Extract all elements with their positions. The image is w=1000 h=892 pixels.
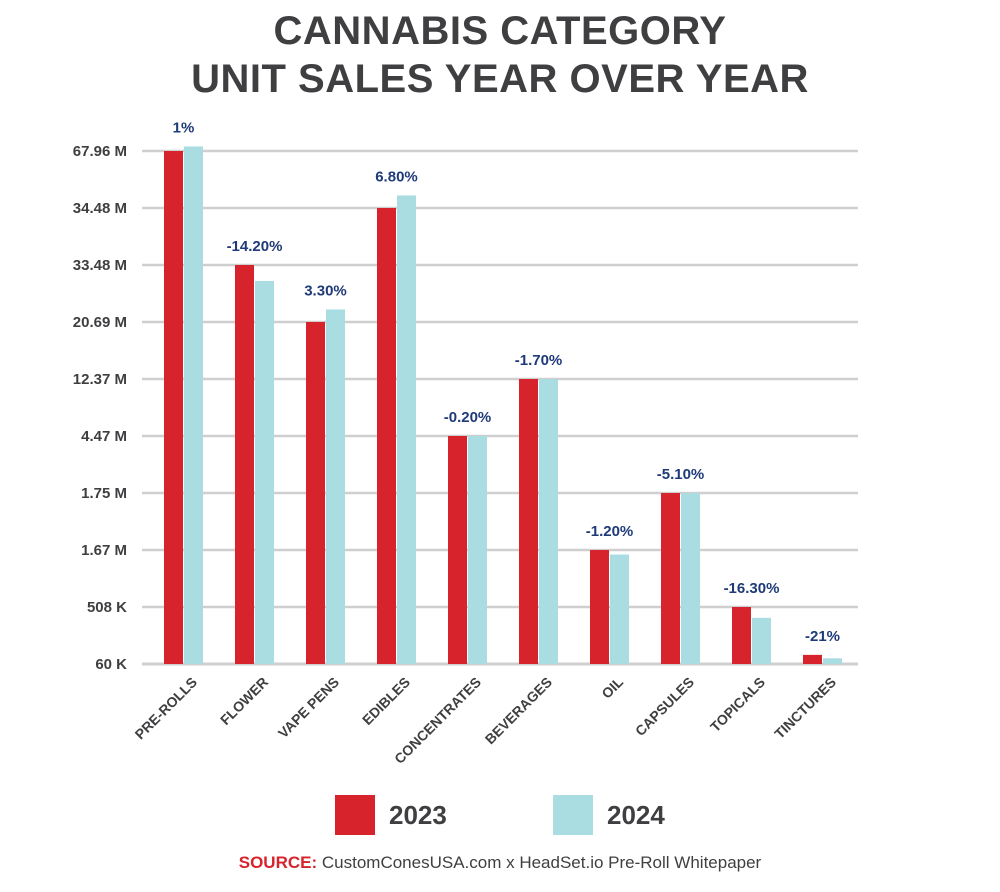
x-tick-label: PRE-ROLLS [132, 674, 201, 743]
y-tick-label: 34.48 M [73, 200, 127, 217]
data-label: -5.10% [657, 466, 705, 483]
legend-swatch-2024 [553, 795, 593, 835]
source-note: SOURCE: CustomConesUSA.com x HeadSet.io … [0, 853, 1000, 873]
x-tick-label: CAPSULES [632, 674, 697, 739]
x-tick-label: BEVERAGES [482, 674, 555, 747]
legend-item-2024: 2024 [553, 795, 665, 835]
y-tick-label: 20.69 M [73, 314, 127, 331]
data-label: -0.20% [444, 409, 492, 426]
bar-2024 [610, 554, 629, 664]
y-tick-label: 12.37 M [73, 371, 127, 388]
legend-label-2023: 2023 [389, 799, 447, 830]
bar-2024 [397, 195, 416, 664]
chart-legend: 2023 2024 [0, 795, 1000, 835]
bar-2023 [235, 265, 254, 664]
bar-2024 [184, 146, 203, 664]
bar-2023 [519, 379, 538, 664]
chart-title-line-1: CANNABIS CATEGORY [273, 9, 727, 53]
bar-2024 [681, 493, 700, 664]
y-tick-label: 1.75 M [81, 485, 127, 502]
x-tick-label: FLOWER [217, 674, 271, 728]
bar-2023 [732, 607, 751, 664]
bar-2023 [803, 654, 822, 664]
bar-2024 [326, 309, 345, 664]
y-tick-label: 508 K [87, 599, 127, 616]
bar-2024 [823, 658, 842, 664]
bar-2023 [661, 493, 680, 664]
legend-label-2024: 2024 [607, 799, 665, 830]
data-label: 6.80% [375, 168, 418, 185]
x-tick-label: TOPICALS [707, 674, 768, 735]
bar-chart: 60 K 508 K 1.67 M 1.75 M 4.47 M 12.37 M 20.69 … [73, 119, 858, 767]
bar-2023 [590, 550, 609, 664]
source-key: SOURCE: [238, 853, 318, 872]
source-text: CustomConesUSA.com x HeadSet.io Pre-Roll… [317, 853, 762, 872]
y-tick-label: 60 K [95, 656, 127, 673]
y-tick-label: 1.67 M [81, 542, 127, 559]
bar-2023 [448, 436, 467, 664]
legend-item-2023: 2023 [335, 795, 447, 835]
data-label: -21% [805, 628, 840, 645]
y-tick-label: 4.47 M [81, 428, 127, 445]
x-tick-label: TINCTURES [771, 674, 839, 742]
data-label: -14.20% [227, 238, 283, 255]
bar-2023 [164, 151, 183, 664]
bar-2024 [255, 280, 274, 664]
legend-swatch-2023 [335, 795, 375, 835]
data-label: 1% [173, 119, 195, 136]
bar-2024 [539, 379, 558, 664]
data-label: -1.70% [515, 352, 563, 369]
bar-2024 [752, 617, 771, 664]
data-label: -1.20% [586, 523, 634, 540]
data-label: -16.30% [724, 580, 780, 597]
data-label: 3.30% [304, 282, 347, 299]
chart-title-line-2: UNIT SALES YEAR OVER YEAR [191, 57, 809, 101]
y-tick-label: 67.96 M [73, 143, 127, 160]
bar-2023 [377, 208, 396, 664]
y-tick-label: 33.48 M [73, 257, 127, 274]
x-tick-label: EDIBLES [359, 674, 413, 728]
x-tick-label: OIL [598, 673, 626, 701]
bar-2023 [306, 322, 325, 664]
bar-2024 [468, 436, 487, 664]
x-tick-label: VAPE PENS [275, 674, 342, 741]
